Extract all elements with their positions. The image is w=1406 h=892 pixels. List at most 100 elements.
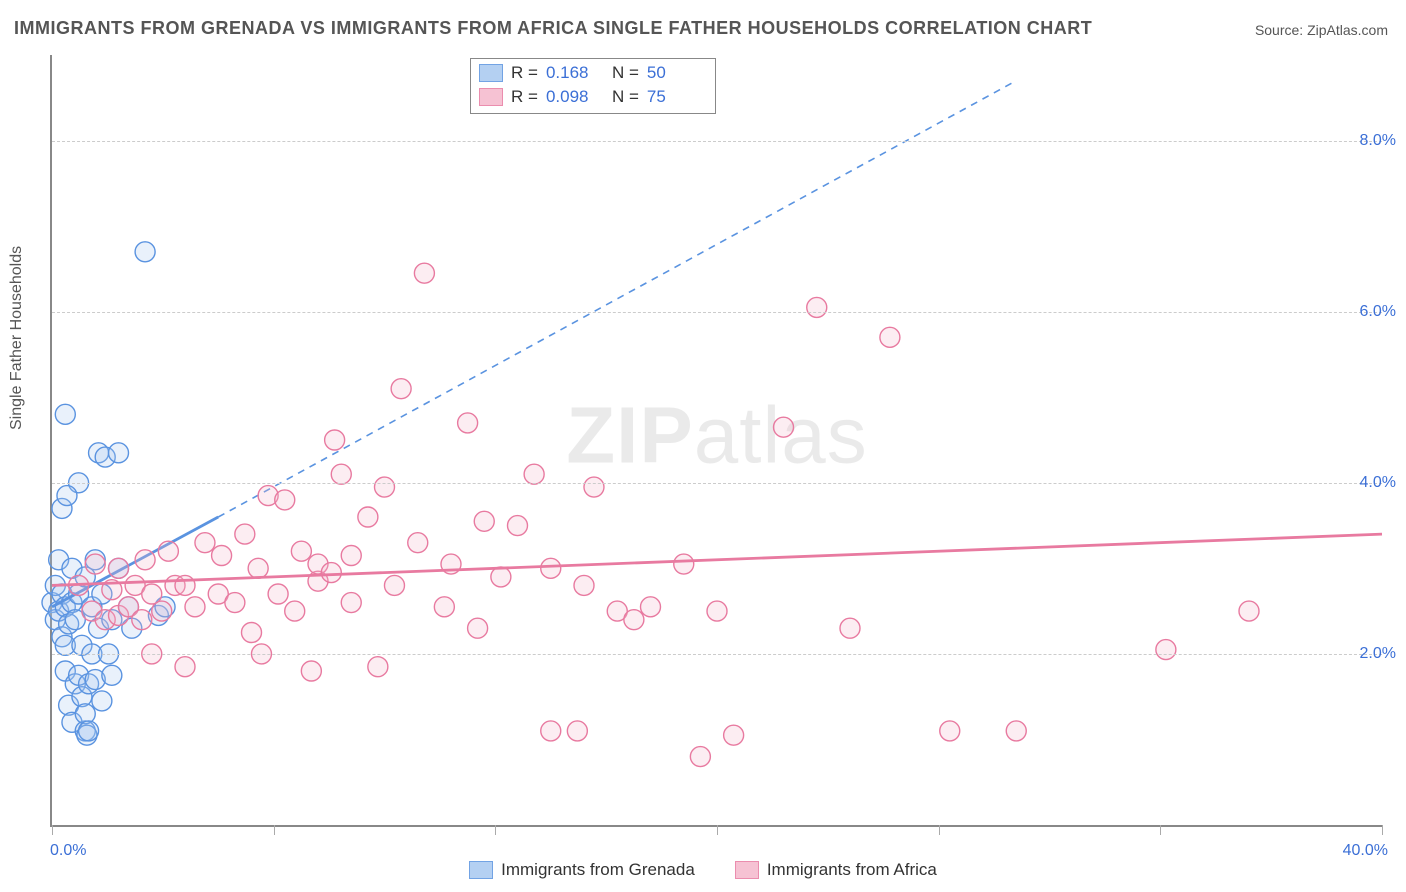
- data-point: [541, 558, 561, 578]
- data-point: [880, 327, 900, 347]
- data-point: [940, 721, 960, 741]
- data-point: [235, 524, 255, 544]
- data-point: [242, 623, 262, 643]
- data-point: [641, 597, 661, 617]
- data-point: [291, 541, 311, 561]
- series-label: Immigrants from Africa: [767, 860, 937, 880]
- data-point: [541, 721, 561, 741]
- data-point: [624, 610, 644, 630]
- data-point: [135, 242, 155, 262]
- gridline: [52, 654, 1382, 655]
- legend-swatch: [469, 861, 493, 879]
- data-point: [212, 546, 232, 566]
- gridline: [52, 312, 1382, 313]
- data-point: [268, 584, 288, 604]
- source-attribution: Source: ZipAtlas.com: [1255, 22, 1388, 38]
- data-point: [275, 490, 295, 510]
- series-legend-item: Immigrants from Africa: [735, 860, 937, 880]
- stats-legend: R =0.168N =50R =0.098N =75: [470, 58, 716, 114]
- x-tick: [1160, 825, 1161, 835]
- n-label: N =: [612, 85, 639, 109]
- data-point: [414, 263, 434, 283]
- y-tick-label: 2.0%: [1360, 645, 1396, 663]
- series-legend-item: Immigrants from Grenada: [469, 860, 695, 880]
- data-point: [325, 430, 345, 450]
- data-point: [1006, 721, 1026, 741]
- data-point: [368, 657, 388, 677]
- y-axis-label: Single Father Households: [8, 246, 26, 430]
- x-tick: [495, 825, 496, 835]
- data-point: [109, 558, 129, 578]
- data-point: [331, 464, 351, 484]
- plot-area: ZIPatlas: [50, 55, 1382, 827]
- data-point: [225, 593, 245, 613]
- data-point: [674, 554, 694, 574]
- data-point: [248, 558, 268, 578]
- series-legend: Immigrants from Grenada Immigrants from A…: [0, 860, 1406, 880]
- data-point: [1239, 601, 1259, 621]
- n-label: N =: [612, 61, 639, 85]
- data-point: [57, 486, 77, 506]
- gridline: [52, 141, 1382, 142]
- data-point: [341, 593, 361, 613]
- data-point: [468, 618, 488, 638]
- legend-swatch: [735, 861, 759, 879]
- r-label: R =: [511, 85, 538, 109]
- data-point: [458, 413, 478, 433]
- data-point: [158, 541, 178, 561]
- data-point: [185, 597, 205, 617]
- x-tick: [939, 825, 940, 835]
- stats-legend-row: R = 0.168 N = 50: [479, 61, 705, 85]
- stats-legend-row: R =0.098N =75: [479, 85, 705, 109]
- source-prefix: Source:: [1255, 22, 1307, 38]
- data-point: [132, 610, 152, 630]
- legend-swatch: [479, 88, 503, 106]
- x-tick: [274, 825, 275, 835]
- data-point: [574, 575, 594, 595]
- scatter-svg: [52, 55, 1382, 825]
- x-axis-min-label: 0.0%: [50, 842, 86, 860]
- legend-swatch: [479, 64, 503, 82]
- data-point: [491, 567, 511, 587]
- x-tick: [717, 825, 718, 835]
- data-point: [690, 747, 710, 767]
- data-point: [152, 601, 172, 621]
- source-link[interactable]: ZipAtlas.com: [1307, 22, 1388, 38]
- data-point: [109, 443, 129, 463]
- y-tick-label: 6.0%: [1360, 303, 1396, 321]
- data-point: [724, 725, 744, 745]
- data-point: [175, 575, 195, 595]
- data-point: [807, 297, 827, 317]
- data-point: [321, 563, 341, 583]
- data-point: [358, 507, 378, 527]
- data-point: [341, 546, 361, 566]
- r-label: R =: [511, 61, 538, 85]
- data-point: [92, 691, 112, 711]
- data-point: [707, 601, 727, 621]
- x-tick: [1382, 825, 1383, 835]
- y-tick-label: 8.0%: [1360, 132, 1396, 150]
- data-point: [85, 554, 105, 574]
- data-point: [567, 721, 587, 741]
- data-point: [508, 516, 528, 536]
- chart-title: IMMIGRANTS FROM GRENADA VS IMMIGRANTS FR…: [14, 18, 1092, 39]
- data-point: [175, 657, 195, 677]
- data-point: [375, 477, 395, 497]
- data-point: [391, 379, 411, 399]
- data-point: [384, 575, 404, 595]
- r-value: 0.098: [546, 85, 604, 109]
- data-point: [55, 404, 75, 424]
- data-point: [195, 533, 215, 553]
- data-point: [408, 533, 428, 553]
- x-axis-max-label: 40.0%: [1343, 842, 1388, 860]
- data-point: [524, 464, 544, 484]
- data-point: [840, 618, 860, 638]
- data-point: [434, 597, 454, 617]
- x-tick: [52, 825, 53, 835]
- data-point: [474, 511, 494, 531]
- series-label: Immigrants from Grenada: [501, 860, 695, 880]
- r-value: 0.168: [546, 61, 604, 85]
- n-value: 50: [647, 61, 705, 85]
- data-point: [774, 417, 794, 437]
- trend-line-extrapolated: [218, 81, 1016, 517]
